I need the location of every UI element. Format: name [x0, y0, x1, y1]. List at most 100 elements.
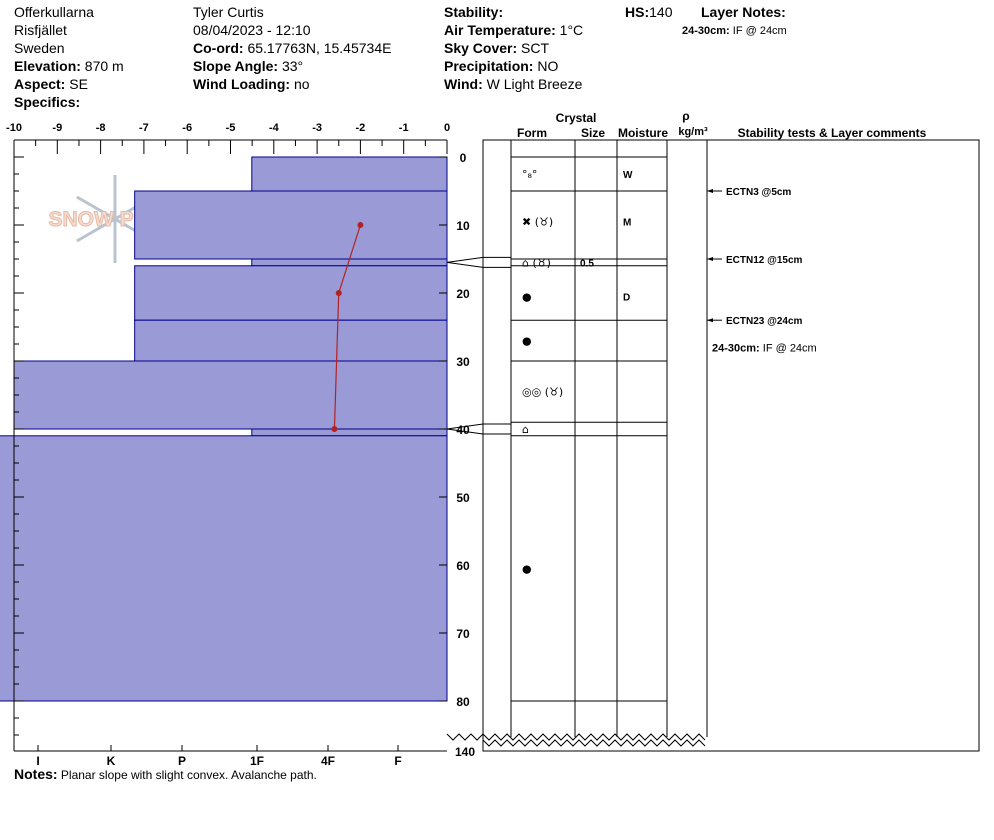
elevation-row: Elevation: 870 m: [14, 58, 124, 74]
air-temp-row: Air Temperature: 1°C: [444, 22, 584, 38]
wind-loading-row: Wind Loading: no: [193, 76, 310, 92]
crystal-form-symbol: ●: [522, 290, 532, 303]
aspect-row: Aspect: SE: [14, 76, 88, 92]
hardness-layer-bar: [13, 360, 448, 430]
layer-note-depth: 24-30cm:: [682, 25, 730, 37]
hs-value: 140: [649, 4, 673, 20]
notes-text: Planar slope with slight convex. Avalanc…: [60, 768, 317, 782]
hardness-label: I: [36, 754, 39, 768]
temperature-point: [335, 290, 342, 296]
location-block: Offerkullarna Risfjället Sweden Elevatio…: [14, 3, 124, 111]
hardness-layer-bar: [134, 190, 448, 260]
hardness-label: P: [178, 754, 186, 768]
temp-tick-label: -5: [226, 122, 236, 134]
stability-test-label: ECTN3 @5cm: [726, 187, 791, 198]
location-area: Risfjället: [14, 22, 67, 38]
layer-comment-text: IF @ 24cm: [760, 342, 817, 354]
stability-row: Stability:: [444, 4, 504, 20]
precip-value: NO: [537, 58, 559, 74]
sky-row: Sky Cover: SCT: [444, 40, 550, 56]
layer-connector: [446, 261, 511, 268]
hardness-label: 4F: [321, 754, 335, 768]
layer-comment-range: 24-30cm:: [712, 342, 760, 354]
right-table-frame: [482, 139, 980, 752]
temperature-point: [357, 222, 364, 228]
hardness-label: F: [394, 754, 401, 768]
depth-tick-label: 20: [456, 287, 470, 301]
hardness-label: K: [107, 754, 116, 768]
hardness-layer-bar: [134, 265, 448, 321]
hardness-layer-bar: [134, 319, 448, 362]
depth-tick-label: 30: [456, 355, 470, 369]
conditions-block: Stability: Air Temperature: 1°C Sky Cove…: [444, 3, 583, 93]
moisture-value: W: [623, 170, 633, 181]
temp-tick-label: -4: [269, 122, 280, 134]
specifics-row: Specifics:: [14, 94, 81, 110]
layer-connector: [446, 256, 511, 263]
stability-arrow-head: [707, 318, 713, 323]
depth-tick-label: 70: [456, 627, 470, 641]
stability-arrow-head: [707, 189, 713, 193]
depth-bottom-label: 140: [455, 745, 475, 759]
layer-notes-title: Layer Notes:: [701, 4, 786, 20]
depth-tick-label: 10: [456, 219, 470, 233]
temp-tick-label: -6: [182, 122, 192, 134]
sky-value: SCT: [521, 40, 550, 56]
aspect-value: SE: [69, 76, 88, 92]
crystal-form-symbol: ⌂ (♉): [522, 256, 551, 269]
temp-tick-label: -3: [312, 122, 322, 134]
crystal-size: 0.5: [580, 258, 594, 269]
hardness-layer-bar: [251, 156, 448, 192]
temp-tick-label: 0: [444, 122, 450, 134]
temp-tick-label: -10: [6, 122, 22, 134]
depth-tick-label: 50: [456, 491, 470, 505]
elevation-value: 870 m: [84, 58, 124, 74]
moisture-value: D: [623, 292, 630, 303]
temp-tick-label: -9: [52, 122, 62, 134]
location-country: Sweden: [14, 40, 65, 56]
layer-connector: [446, 423, 511, 430]
crystal-form-symbol: ◎◎ (♉): [522, 386, 563, 399]
depth-tick-label: 0: [460, 151, 467, 165]
depth-tick-label: 40: [456, 423, 470, 437]
hardness-layer-bar: [0, 435, 448, 702]
crystal-form-symbol: ✖ (♉): [522, 216, 553, 229]
wind-row: Wind: W Light Breeze: [444, 76, 583, 92]
depth-tick-label: 60: [456, 559, 470, 573]
precip-row: Precipitation: NO: [444, 58, 559, 74]
header-density-unit: kg/m³: [678, 126, 708, 138]
temp-tick-label: -8: [96, 122, 106, 134]
stability-test-label: ECTN23 @24cm: [726, 316, 803, 327]
slope-row: Slope Angle: 33°: [193, 58, 304, 74]
notes-row: Notes: Planar slope with slight convex. …: [14, 766, 317, 782]
moisture-value: M: [623, 218, 631, 229]
depth-tick-label: 80: [456, 695, 470, 709]
crystal-form-symbol: ●: [522, 335, 532, 348]
air-temp-value: 1°C: [559, 22, 584, 38]
header-form: Form: [517, 126, 547, 140]
temp-tick-label: -1: [399, 122, 409, 134]
coord-row: Co-ord: 65.17763N, 15.45734E: [193, 40, 392, 56]
header-moisture: Moisture: [618, 126, 668, 140]
header-comments: Stability tests & Layer comments: [738, 126, 927, 140]
wind-loading-value: no: [293, 76, 310, 92]
temp-tick-label: -7: [139, 122, 149, 134]
slope-value: 33°: [281, 58, 304, 74]
observer-name: Tyler Curtis: [193, 4, 264, 20]
stability-test-label: ECTN12 @15cm: [726, 255, 803, 266]
temp-tick-label: -2: [356, 122, 366, 134]
header-size: Size: [581, 126, 605, 140]
hardness-layer-bar: [251, 428, 448, 437]
observer-block: Tyler Curtis 08/04/2023 - 12:10 Co-ord: …: [193, 3, 391, 93]
coord-value: 65.17763N, 15.45734E: [247, 40, 392, 56]
scale-break-top: [482, 733, 706, 741]
scale-break-bottom: [482, 739, 706, 747]
observation-datetime: 08/04/2023 - 12:10: [193, 22, 311, 38]
layer-comment: 24-30cm: IF @ 24cm: [712, 342, 817, 354]
hardness-label: 1F: [250, 754, 264, 768]
layer-note-text: IF @ 24cm: [732, 25, 787, 37]
temperature-point: [331, 426, 338, 432]
header-rho: ρ: [682, 109, 689, 123]
header-crystal: Crystal: [556, 111, 597, 125]
